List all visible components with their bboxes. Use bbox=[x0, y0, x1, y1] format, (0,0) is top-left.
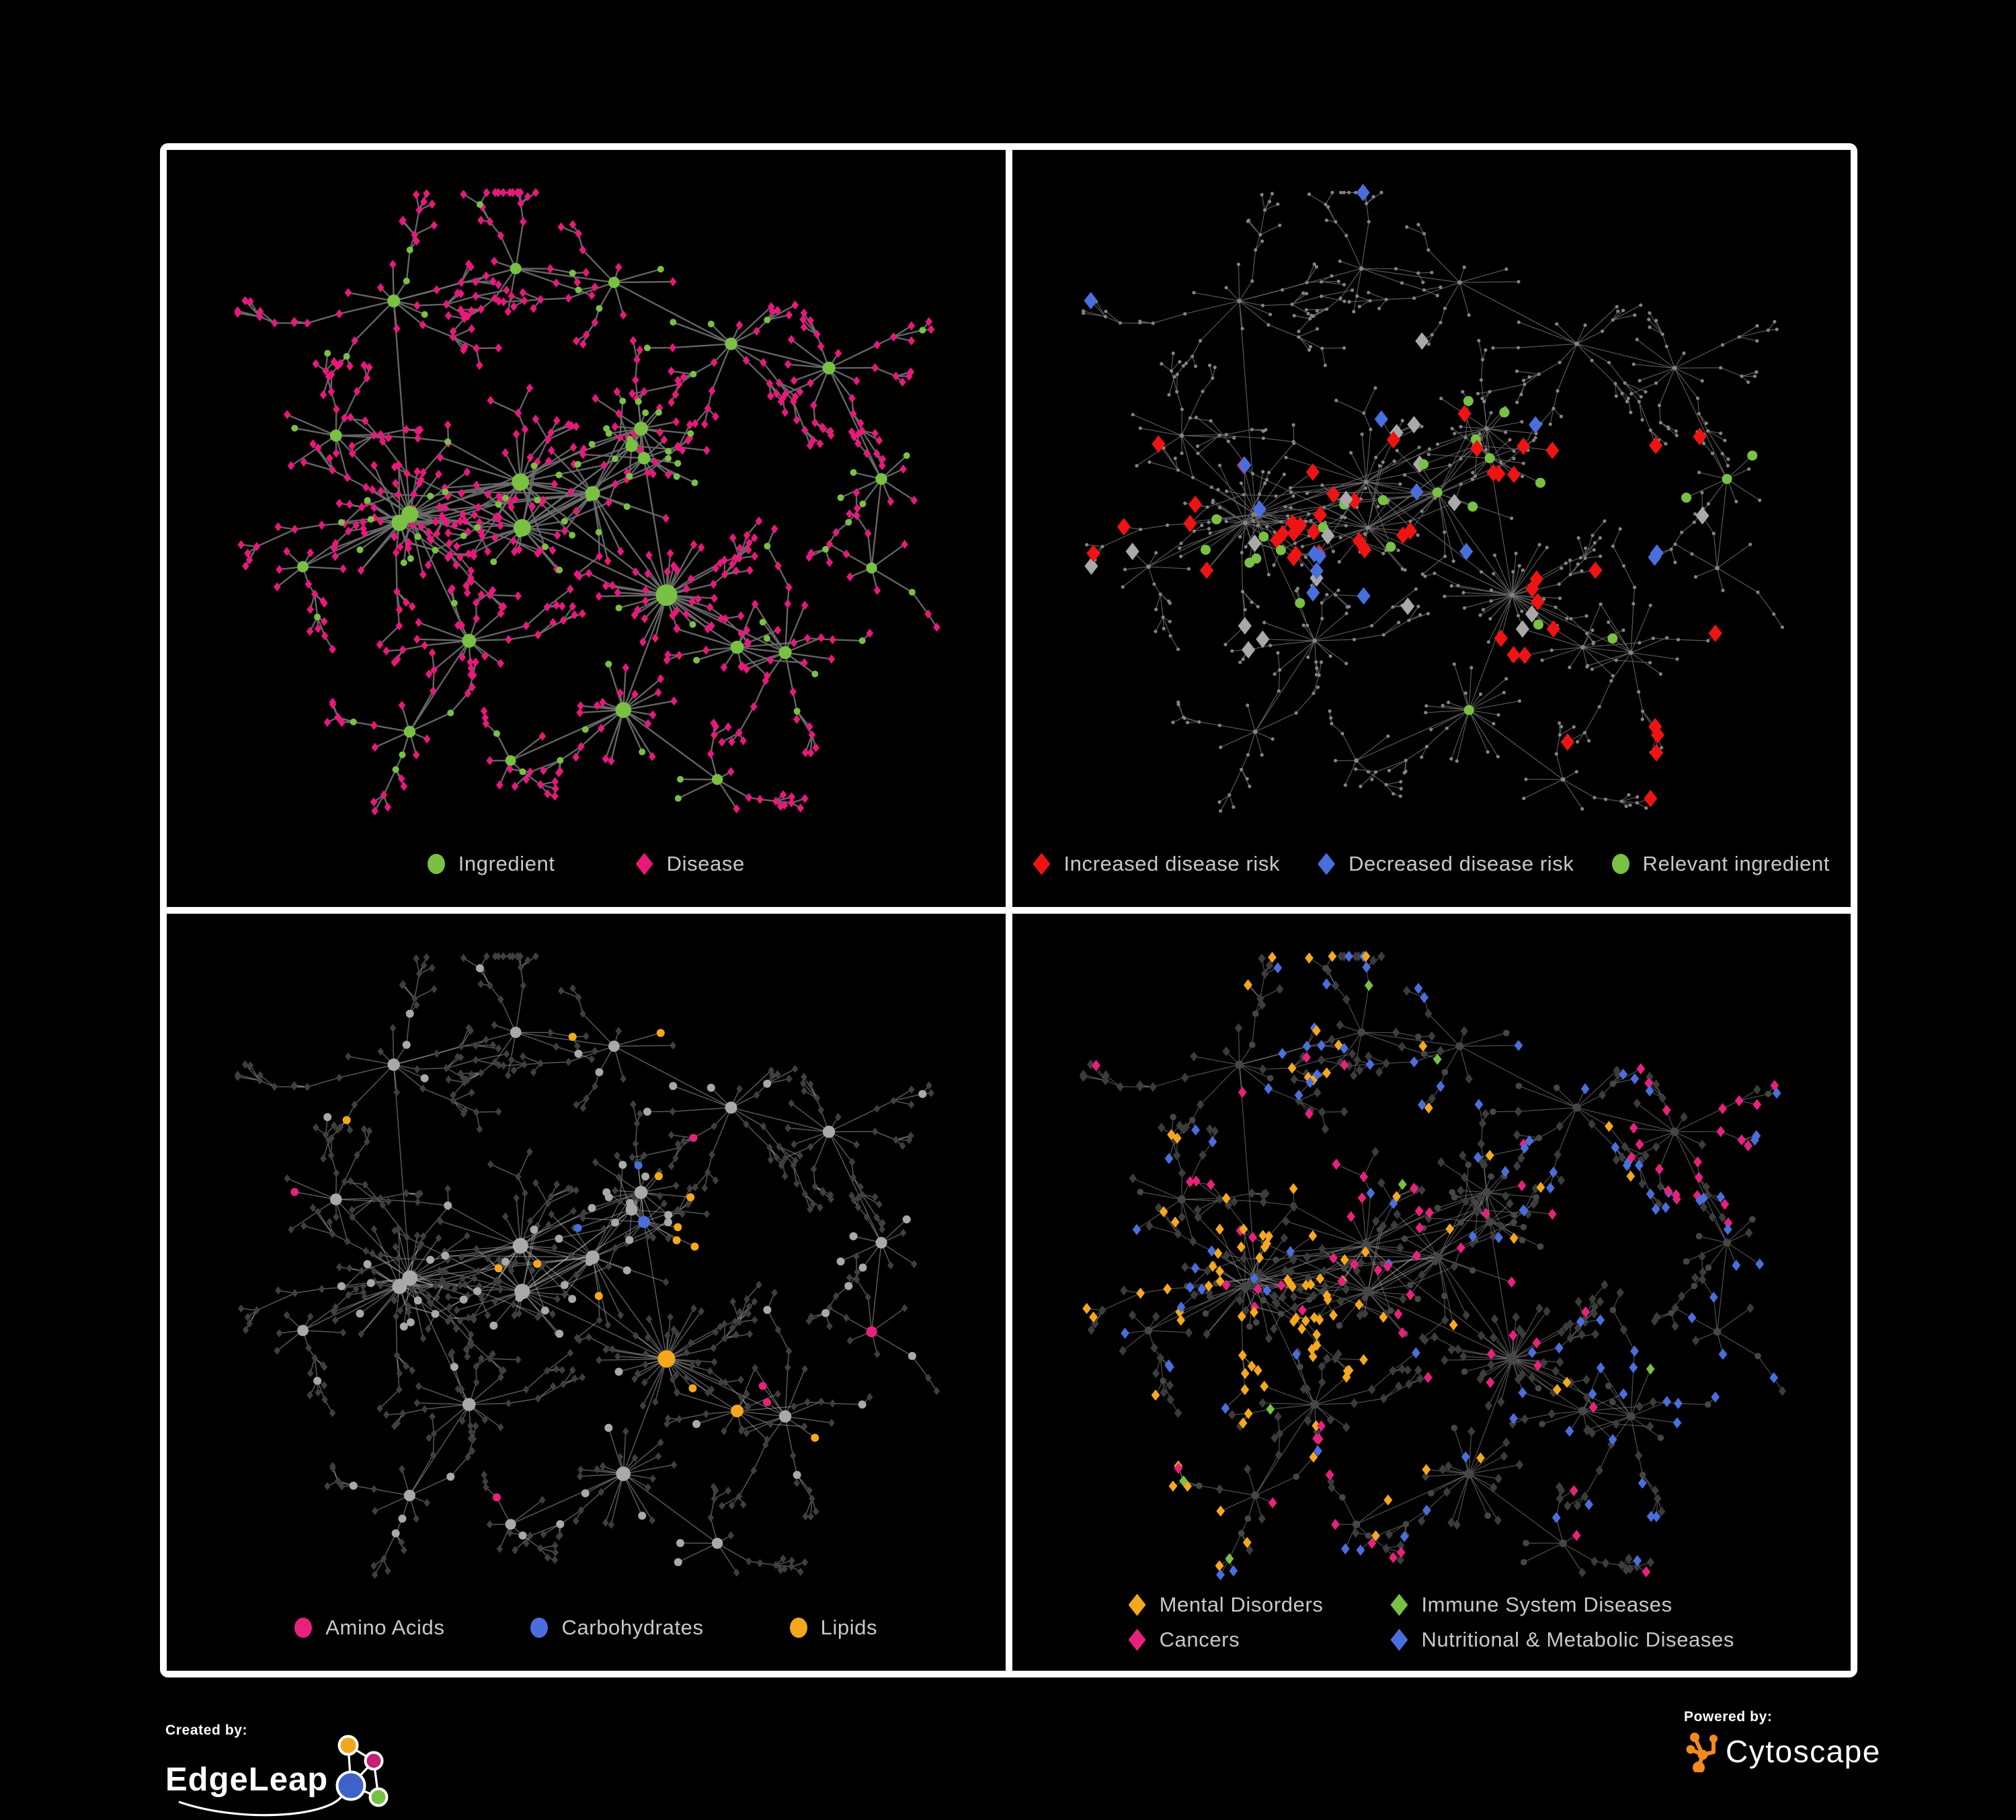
disease-marker-icon bbox=[635, 853, 653, 875]
legend-item-amino-acids: Amino Acids bbox=[294, 1616, 444, 1640]
panel-disease-risk: Increased disease risk Decreased disease… bbox=[1012, 150, 1851, 907]
legend-disease-categories: Mental Disorders Immune System Diseases … bbox=[1012, 1593, 1851, 1652]
edgeleap-wordmark: EdgeLeap bbox=[165, 1761, 329, 1798]
legend-ingredient-disease: Ingredient Disease bbox=[167, 852, 1006, 876]
legend-label: Relevant ingredient bbox=[1642, 852, 1830, 875]
legend-label: Immune System Diseases bbox=[1421, 1593, 1672, 1616]
legend-label: Ingredient bbox=[458, 852, 555, 875]
legend-label: Mental Disorders bbox=[1159, 1593, 1324, 1616]
ingredient-marker-icon bbox=[427, 854, 445, 874]
legend-item-nutritional-metabolic-diseases: Nutritional & Metabolic Diseases bbox=[1390, 1628, 1734, 1652]
legend-label: Increased disease risk bbox=[1063, 852, 1281, 875]
edgeleap-logo-icon bbox=[178, 1735, 389, 1817]
created-by-caption: Created by: bbox=[165, 1723, 248, 1738]
panel-ingredient-disease: Ingredient Disease bbox=[167, 150, 1006, 907]
legend-label: Decreased disease risk bbox=[1348, 852, 1574, 875]
legend-label: Nutritional & Metabolic Diseases bbox=[1421, 1628, 1734, 1651]
legend-label: Cancers bbox=[1159, 1628, 1240, 1651]
legend-item-carbohydrates: Carbohydrates bbox=[530, 1616, 703, 1640]
nutritional-diseases-marker-icon bbox=[1390, 1628, 1408, 1651]
amino-acids-marker-icon bbox=[294, 1618, 313, 1638]
mental-disorders-marker-icon bbox=[1128, 1593, 1146, 1616]
immune-diseases-marker-icon bbox=[1390, 1593, 1408, 1616]
legend-label: Disease bbox=[666, 852, 745, 875]
cytoscape-wordmark: Cytoscape bbox=[1726, 1734, 1881, 1769]
network-graph-disease-categories bbox=[1079, 951, 1786, 1581]
legend-item-disease: Disease bbox=[635, 852, 745, 876]
legend-item-relevant-ingredient: Relevant ingredient bbox=[1611, 852, 1830, 876]
edgeleap-credit: Created by: EdgeLeap bbox=[165, 1723, 399, 1817]
relevant-ingredient-marker-icon bbox=[1611, 854, 1629, 874]
legend-item-mental-disorders: Mental Disorders bbox=[1128, 1593, 1324, 1617]
cytoscape-credit: Powered by: Cytoscape bbox=[1684, 1709, 1881, 1772]
legend-item-lipids: Lipids bbox=[789, 1616, 878, 1640]
legend-disease-risk: Increased disease risk Decreased disease… bbox=[1012, 852, 1851, 876]
panel-disease-categories: Mental Disorders Immune System Diseases … bbox=[1012, 914, 1851, 1671]
network-graph-ingredient-classes bbox=[234, 952, 940, 1579]
legend-item-decreased-risk: Decreased disease risk bbox=[1318, 852, 1574, 876]
panel-ingredient-classes: Amino Acids Carbohydrates Lipids bbox=[167, 914, 1006, 1671]
cytoscape-logo-icon bbox=[1686, 1733, 1718, 1772]
carbohydrates-marker-icon bbox=[530, 1618, 549, 1638]
legend-label: Carbohydrates bbox=[561, 1616, 704, 1639]
edgeleap-brand-row: EdgeLeap bbox=[165, 1735, 399, 1817]
legend-ingredient-classes: Amino Acids Carbohydrates Lipids bbox=[167, 1616, 1006, 1640]
lipids-marker-icon bbox=[789, 1618, 807, 1638]
legend-item-increased-risk: Increased disease risk bbox=[1033, 852, 1280, 876]
legend-label: Amino Acids bbox=[325, 1616, 445, 1639]
network-graph-ingredient-disease bbox=[234, 188, 940, 816]
powered-by-caption: Powered by: bbox=[1684, 1709, 1773, 1725]
increased-risk-marker-icon bbox=[1033, 853, 1051, 875]
network-graph-disease-risk bbox=[1081, 184, 1784, 813]
cytoscape-brand-row: Cytoscape bbox=[1684, 1731, 1881, 1772]
legend-label: Lipids bbox=[820, 1616, 878, 1639]
legend-item-immune-system-diseases: Immune System Diseases bbox=[1390, 1593, 1734, 1617]
legend-item-ingredient: Ingredient bbox=[427, 852, 555, 876]
panel-grid: Ingredient Disease Increased disease ris… bbox=[160, 143, 1857, 1677]
decreased-risk-marker-icon bbox=[1318, 853, 1336, 875]
cancers-marker-icon bbox=[1128, 1628, 1146, 1651]
legend-item-cancers: Cancers bbox=[1128, 1628, 1324, 1652]
